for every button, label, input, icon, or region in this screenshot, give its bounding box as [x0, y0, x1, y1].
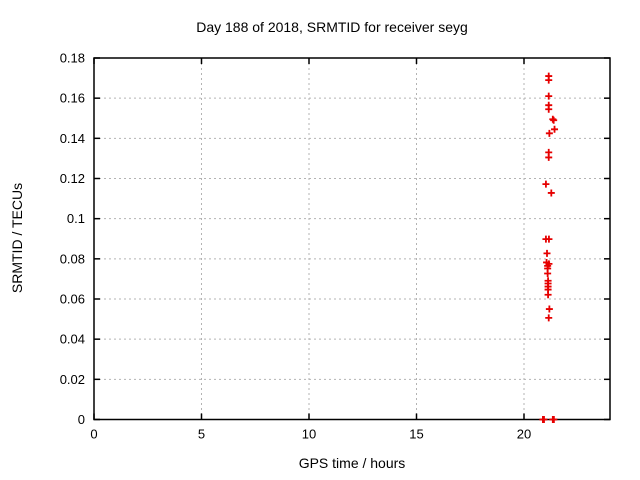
y-tick-label: 0.18 [60, 51, 85, 66]
data-point [544, 291, 552, 299]
x-tick-label: 15 [409, 427, 423, 442]
y-tick-label: 0.02 [60, 372, 85, 387]
data-point [545, 105, 553, 113]
data-point [550, 116, 558, 124]
y-tick-label: 0.04 [60, 332, 85, 347]
y-tick-label: 0.1 [67, 211, 85, 226]
x-tick-label: 5 [198, 427, 205, 442]
x-tick-label: 20 [517, 427, 531, 442]
data-point [545, 76, 553, 84]
data-point [550, 416, 558, 423]
y-tick-label: 0.14 [60, 131, 85, 146]
x-tick-label: 0 [90, 427, 97, 442]
data-point [545, 314, 553, 322]
data-point [547, 189, 555, 197]
plot-border [93, 57, 611, 421]
data-point [551, 125, 559, 133]
chart-title: Day 188 of 2018, SRMTID for receiver sey… [196, 19, 468, 35]
x-tick-label: 10 [302, 427, 316, 442]
y-tick-label: 0.12 [60, 171, 85, 186]
data-point [545, 129, 553, 137]
data-point [545, 235, 553, 243]
data-point [544, 269, 552, 277]
data-point [545, 153, 553, 161]
data-point [543, 249, 551, 257]
data-point [545, 305, 553, 313]
data-point [542, 180, 550, 188]
data-point [545, 92, 553, 100]
y-tick-label: 0.06 [60, 292, 85, 307]
data-point [540, 416, 548, 423]
y-tick-label: 0 [78, 412, 85, 427]
x-axis-label: GPS time / hours [298, 455, 406, 471]
y-tick-label: 0.16 [60, 91, 85, 106]
y-tick-label: 0.08 [60, 251, 85, 266]
